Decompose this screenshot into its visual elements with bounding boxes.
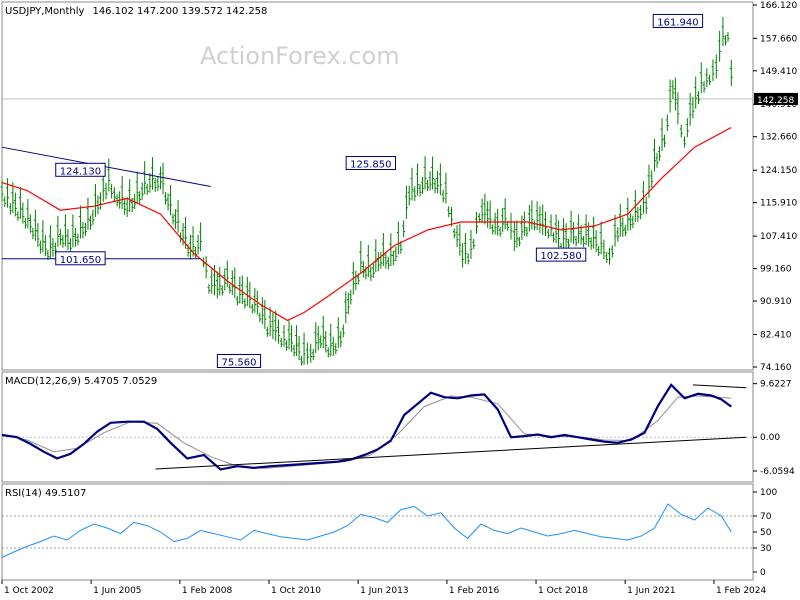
- price-trendline: [1, 146, 211, 188]
- price-annotation-label: 125.850: [350, 160, 391, 171]
- price-title-text: USDJPY,Monthly: [5, 6, 85, 17]
- price-y-tick-label: 82.410: [760, 331, 792, 341]
- price-y-tick-label: 149.410: [760, 67, 797, 77]
- rsi-y-tick-label: 100: [760, 488, 777, 498]
- macd-title: MACD(12,26,9) 5.4705 7.0529: [5, 376, 157, 387]
- macd-trendline: [692, 384, 747, 389]
- rsi-line: [1, 503, 732, 559]
- price-panel: [1, 1, 754, 371]
- price-y-tick-label: 124.150: [760, 166, 797, 176]
- price-y-tick-label: 166.120: [760, 1, 797, 11]
- x-axis-tick-label: 1 Feb 2016: [449, 586, 500, 596]
- price-y-tick-label: 140.910: [760, 100, 797, 110]
- x-axis-tick-label: 1 Feb 2024: [716, 586, 767, 596]
- price-annotation-box: [535, 247, 587, 262]
- price-annotation-label: 102.580: [540, 251, 581, 262]
- x-axis-tick-label: 1 Jun 2013: [360, 586, 408, 596]
- x-axis-tick-label: 1 Oct 2002: [4, 586, 54, 596]
- macd-y-tick-label: -6.0594: [760, 467, 795, 477]
- price-annotation-label: 75.560: [221, 357, 256, 368]
- price-y-tick-label: 107.410: [760, 232, 797, 242]
- rsi-y-tick-label: 70: [760, 512, 772, 522]
- moving-average-line: [1, 126, 732, 322]
- price-annotation-box: [345, 156, 397, 171]
- macd-line: [1, 383, 732, 471]
- rsi-title: RSI(14) 49.5107: [5, 488, 86, 499]
- price-annotations: 124.130 101.650 75.560 125.850 102.580 161.94…: [55, 13, 704, 368]
- current-price-label: 142.258: [757, 96, 794, 106]
- price-annotation-box: [652, 13, 704, 28]
- price-y-tick-label: 132.660: [760, 133, 797, 143]
- macd-y-axis: 9.6227 0.00 -6.0594: [753, 380, 795, 477]
- macd-panel: [1, 371, 754, 483]
- price-annotation-box: [216, 353, 262, 368]
- macd-trendline: [155, 436, 747, 470]
- x-axis-tick-label: 1 Oct 2010: [271, 586, 321, 596]
- price-y-tick-label: 115.910: [760, 199, 797, 209]
- price-title: USDJPY,Monthly 146.102 147.200 139.572 14…: [5, 6, 267, 17]
- price-y-tick-label: 90.910: [760, 297, 792, 307]
- macd-y-tick-label: 9.6227: [760, 380, 792, 390]
- watermark: ActionForex.com: [200, 42, 400, 70]
- price-annotation-label: 124.130: [60, 166, 101, 177]
- current-price-box: [754, 92, 798, 105]
- price-annotation-box: [55, 162, 106, 177]
- price-annotation-label: 101.650: [60, 255, 101, 266]
- price-y-axis: 166.120 157.660 149.410 140.910 132.660 124.1…: [753, 1, 797, 373]
- rsi-series: [1, 503, 753, 559]
- macd-series: [1, 383, 753, 471]
- rsi-panel: [1, 483, 754, 581]
- price-series: 142.258: [0, 17, 798, 366]
- x-axis-tick-label: 1 Oct 2018: [538, 586, 588, 596]
- price-y-tick-label: 157.660: [760, 34, 797, 44]
- rsi-y-tick-label: 0: [760, 568, 766, 578]
- x-axis-tick-label: 1 Jun 2005: [93, 586, 141, 596]
- x-axis-tick-label: 1 Feb 2008: [182, 586, 233, 596]
- price-annotation-label: 161.940: [657, 17, 698, 28]
- price-y-tick-label: 99.160: [760, 265, 792, 275]
- rsi-y-tick-label: 30: [760, 544, 772, 554]
- price-y-tick-label: 74.160: [760, 363, 792, 373]
- x-axis-tick-label: 1 Jun 2021: [627, 586, 675, 596]
- macd-y-tick-label: 0.00: [760, 433, 780, 443]
- price-ohlc-text: 146.102 147.200 139.572 142.258: [92, 6, 267, 17]
- price-annotation-box: [55, 251, 106, 266]
- rsi-y-axis: 100 70 50 30 0: [753, 488, 777, 578]
- rsi-y-tick-label: 50: [760, 528, 772, 538]
- x-axis: 1 Oct 2002 1 Jun 2005 1 Feb 2008 1 Oct 2010…: [1, 580, 767, 596]
